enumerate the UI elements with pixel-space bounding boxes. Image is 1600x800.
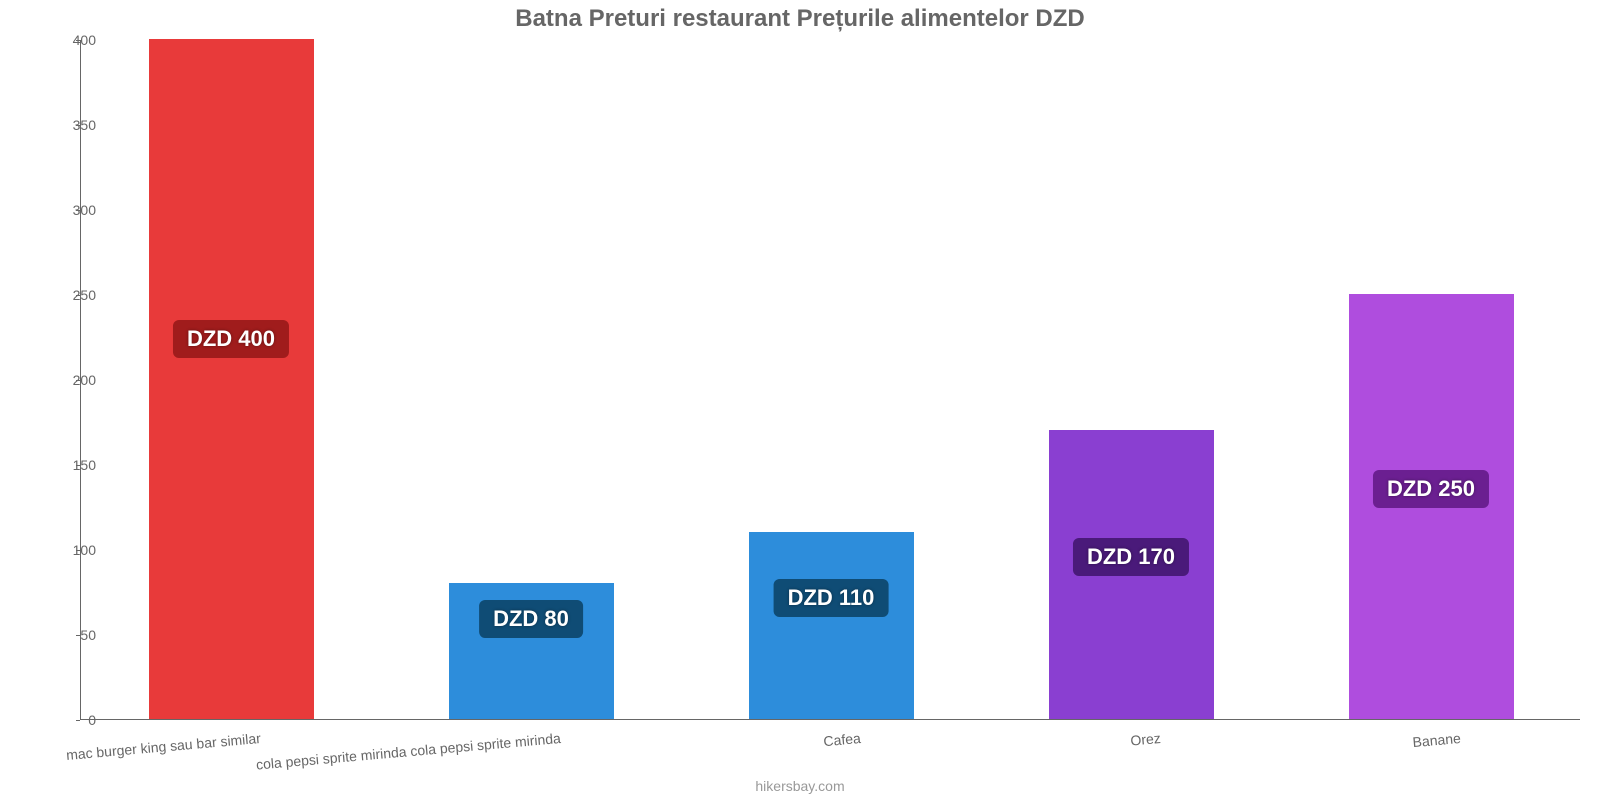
y-tick-mark xyxy=(76,295,80,296)
bar-value-label: DZD 170 xyxy=(1073,538,1189,576)
y-tick-label: 0 xyxy=(36,712,96,728)
x-category-label: mac burger king sau bar similar xyxy=(65,730,261,763)
bar xyxy=(149,39,314,719)
bar-value-label: DZD 110 xyxy=(774,579,889,617)
x-category-label: Cafea xyxy=(823,730,862,749)
plot-area: DZD 400 DZD 80 DZD 110 DZD 170 DZD 250 xyxy=(80,40,1580,720)
y-tick-label: 350 xyxy=(36,117,96,133)
bar-value-label: DZD 80 xyxy=(479,600,583,638)
attribution-text: hikersbay.com xyxy=(0,778,1600,794)
y-tick-label: 50 xyxy=(36,627,96,643)
x-category-label: cola pepsi sprite mirinda cola pepsi spr… xyxy=(255,730,561,773)
y-tick-label: 400 xyxy=(36,32,96,48)
bar-value-label: DZD 400 xyxy=(173,320,289,358)
y-tick-mark xyxy=(76,210,80,211)
y-tick-mark xyxy=(76,465,80,466)
y-tick-label: 200 xyxy=(36,372,96,388)
price-chart: Batna Preturi restaurant Prețurile alime… xyxy=(0,0,1600,800)
y-tick-mark xyxy=(76,380,80,381)
y-tick-label: 250 xyxy=(36,287,96,303)
y-tick-label: 100 xyxy=(36,542,96,558)
x-category-label: Banane xyxy=(1412,730,1461,750)
y-tick-mark xyxy=(76,635,80,636)
y-tick-label: 300 xyxy=(36,202,96,218)
bar-value-label: DZD 250 xyxy=(1373,470,1489,508)
y-tick-label: 150 xyxy=(36,457,96,473)
y-tick-mark xyxy=(76,720,80,721)
bar xyxy=(749,532,914,719)
x-category-label: Orez xyxy=(1130,730,1162,749)
y-tick-mark xyxy=(76,40,80,41)
y-tick-mark xyxy=(76,125,80,126)
chart-title: Batna Preturi restaurant Prețurile alime… xyxy=(0,5,1600,33)
y-tick-mark xyxy=(76,550,80,551)
